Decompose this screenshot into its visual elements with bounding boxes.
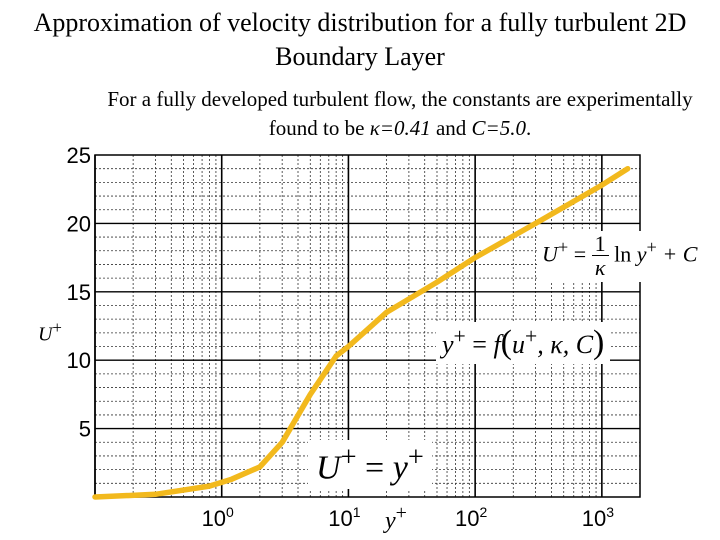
linear-rhs-sup: +	[407, 442, 424, 473]
x-axis-label: y+	[385, 502, 407, 535]
y-tick-label: 5	[79, 417, 91, 442]
fraction-denominator: κ	[594, 255, 606, 280]
linear-law-equation: U+ = y+	[308, 440, 432, 490]
function-close-paren: )	[593, 324, 605, 361]
y-tick-label: 25	[67, 143, 91, 168]
function-u: u	[512, 330, 525, 359]
slide-title: Approximation of velocity distribution f…	[33, 8, 687, 71]
y-tick-label: 20	[67, 211, 91, 236]
tick-labels: 5 10 15 20 25 100 101 102 103	[67, 143, 615, 531]
function-f: f	[493, 330, 501, 359]
linear-equals: =	[356, 449, 393, 487]
function-u-sup: +	[525, 324, 538, 349]
c-value: C=5.0	[471, 116, 526, 140]
y-tick-label: 10	[67, 348, 91, 373]
data-series	[92, 165, 631, 500]
function-y-sup: +	[453, 324, 466, 349]
x-axis-sup: +	[395, 502, 407, 524]
log-law-plus-c: + C	[656, 241, 698, 267]
x-tick-label: 103	[582, 504, 614, 531]
y-tick-label: 15	[67, 280, 91, 305]
subtitle-text: For a fully developed turbulent flow, th…	[107, 87, 693, 140]
log-law-lhs: U	[542, 241, 558, 267]
log-law-ln: ln	[614, 241, 637, 267]
x-tick-label: 100	[202, 504, 234, 531]
y-axis-sup: +	[52, 318, 62, 337]
log-law-equals: =	[568, 241, 592, 267]
function-equation: y+ = f(u+, κ, C)	[436, 322, 611, 364]
x-axis-var: y	[385, 508, 396, 534]
function-open-paren: (	[500, 324, 512, 361]
linear-lhs: U	[316, 449, 341, 487]
log-law-sup: +	[557, 237, 569, 258]
function-equals: =	[465, 330, 494, 359]
log-law-y: y	[636, 241, 647, 267]
x-tick-label: 101	[328, 504, 360, 531]
velocity-profile-line	[92, 165, 631, 500]
log-law-y-sup: +	[646, 237, 657, 258]
y-axis-var: U	[38, 323, 53, 346]
linear-lhs-sup: +	[340, 442, 357, 473]
slide-subtitle: For a fully developed turbulent flow, th…	[100, 85, 700, 143]
subtitle-end: .	[525, 116, 532, 140]
fraction-numerator: 1	[591, 233, 609, 256]
function-y: y	[442, 330, 454, 359]
plot-frame	[94, 154, 641, 498]
x-tick-label: 102	[455, 504, 487, 531]
subtitle-and: and	[430, 116, 472, 140]
function-args: , κ, C	[537, 330, 594, 359]
linear-rhs: y	[392, 449, 408, 487]
y-axis-label: U+	[38, 318, 62, 347]
kappa-value: κ=0.41	[369, 116, 431, 140]
